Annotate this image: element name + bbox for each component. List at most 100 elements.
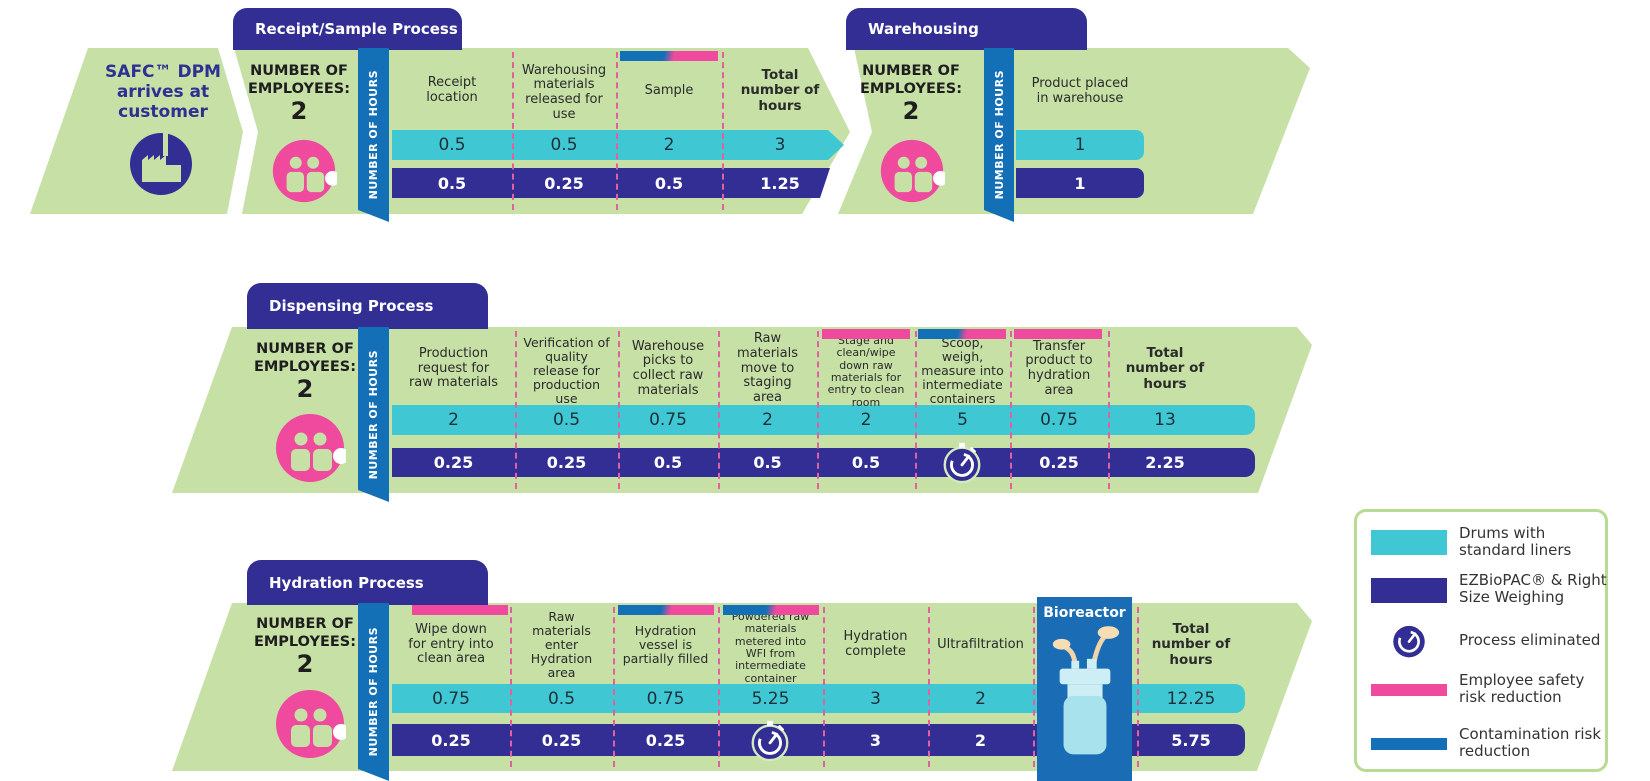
- receipt-drums-bar: [392, 130, 844, 160]
- legend-label: Drums with standard liners: [1459, 524, 1572, 560]
- legend-label: Process eliminated: [1459, 631, 1601, 649]
- stopwatch-icon: [1393, 621, 1425, 658]
- receipt-header-label: Receipt/Sample Process: [255, 20, 458, 38]
- employees-count: 2: [902, 97, 920, 126]
- column-separator: [1033, 607, 1035, 767]
- two-people-icon: [272, 139, 337, 203]
- contamination-safety-marker: [918, 329, 1006, 339]
- legend-label: Employee safety risk reduction: [1459, 671, 1585, 707]
- column-separator: [515, 331, 517, 489]
- ezbio-hours-value: 2: [974, 730, 987, 750]
- hours-axis-label: NUMBER OF HOURS: [992, 70, 1006, 200]
- process-eliminated-stopwatch-icon: [751, 720, 789, 762]
- ezbio-hours-value: 1.25: [760, 173, 800, 193]
- column-separator: [512, 52, 514, 210]
- two-people-icon: [880, 139, 945, 203]
- drums-hours-value: 3: [870, 688, 881, 709]
- warehousing-ezbio-bar: [1016, 168, 1144, 198]
- receipt-hours-axis: NUMBER OF HOURS: [358, 48, 389, 222]
- warehousing-header: Warehousing: [846, 8, 1087, 50]
- column-label: Production request for raw materials: [408, 345, 499, 391]
- hours-axis-label: NUMBER OF HOURS: [367, 70, 380, 200]
- column-separator: [616, 52, 618, 210]
- ezbio-hours-value: 0.25: [544, 173, 584, 193]
- two-people-icon: [276, 414, 346, 482]
- dispensing-drums-bar: [392, 405, 1255, 435]
- drums-hours-value: 2: [975, 688, 986, 709]
- hydration-employees: NUMBER OF EMPLOYEES: 2: [235, 615, 375, 678]
- legend: Drums with standard liners EZBioPAC® & R…: [1354, 509, 1608, 772]
- column-label: Wipe down for entry into clean area: [408, 621, 494, 667]
- column-label-total: Total number of hours: [1125, 345, 1205, 392]
- column-separator: [1108, 331, 1110, 489]
- two-people-icon: [276, 690, 346, 758]
- ezbio-hours-value: 0.25: [546, 453, 587, 472]
- ezbio-hours-value: 0.5: [753, 453, 782, 472]
- bioreactor-station: Bioreactor: [1037, 597, 1132, 781]
- safety-marker: [412, 605, 508, 615]
- drums-hours-value: 0.5: [552, 410, 581, 430]
- dispensing-ezbio-bar: [392, 448, 1255, 477]
- bioreactor-vessel-icon: [1052, 626, 1119, 755]
- column-label: Ultrafiltration: [937, 636, 1024, 652]
- contamination-safety-marker: [723, 605, 819, 615]
- dispensing-header: Dispensing Process: [247, 283, 488, 329]
- drums-hours-value: 0.5: [438, 135, 466, 155]
- ezbio-hours-value: 1: [1074, 173, 1086, 193]
- column-label: Product placed in warehouse: [1031, 76, 1129, 106]
- column-separator: [1137, 607, 1139, 767]
- safety-marker: [822, 329, 910, 339]
- factory-icon: [130, 133, 192, 195]
- contamination-swatch: [1371, 738, 1447, 750]
- employees-count: 2: [296, 650, 314, 679]
- hours-axis-label: NUMBER OF HOURS: [367, 349, 380, 480]
- drums-hours-value: 5.25: [751, 688, 790, 709]
- column-label: Stage and clean/wipe down raw materials …: [827, 333, 905, 409]
- column-label: Hydration vessel is partially filled: [622, 622, 709, 667]
- dispensing-hours-axis: NUMBER OF HOURS: [358, 327, 389, 502]
- legend-label: Contamination risk reduction: [1459, 725, 1602, 761]
- employees-count: 2: [290, 97, 308, 126]
- column-separator: [613, 607, 615, 767]
- employees-count: 2: [296, 375, 314, 404]
- ezbio-hours-value: 0.25: [1039, 453, 1079, 472]
- column-label: Raw materials enter Hydration area: [530, 608, 593, 681]
- column-label: Receipt location: [426, 75, 478, 105]
- receipt-header: Receipt/Sample Process: [233, 8, 462, 50]
- column-label: Transfer product to hydration area: [1025, 338, 1093, 398]
- drums-hours-value: 0.5: [550, 135, 578, 155]
- intro-title: SAFC™ DPM arrives at customer: [105, 62, 221, 123]
- column-label-total: Total number of hours: [740, 67, 820, 114]
- column-separator: [722, 52, 724, 210]
- warehousing-hours-axis: NUMBER OF HOURS: [984, 48, 1014, 222]
- column-separator: [823, 607, 825, 767]
- drums-hours-value: 2: [762, 410, 773, 430]
- safety-marker: [1014, 329, 1102, 339]
- hydration-hours-axis: NUMBER OF HOURS: [358, 603, 389, 781]
- contamination-safety-marker: [618, 605, 714, 615]
- drums-hours-value: 0.75: [649, 410, 687, 430]
- employees-label: NUMBER OF EMPLOYEES:: [253, 341, 357, 376]
- ezbiopac-swatch: [1371, 578, 1447, 603]
- receipt-employees: NUMBER OF EMPLOYEES: 2: [238, 62, 360, 125]
- column-label: Warehouse picks to collect raw materials: [631, 338, 705, 398]
- employees-label: NUMBER OF EMPLOYEES:: [253, 616, 357, 651]
- column-label-total: Total number of hours: [1151, 621, 1231, 668]
- receipt-ezbio-bar: [392, 168, 830, 198]
- ezbio-hours-value: 0.5: [654, 173, 684, 193]
- warehousing-employees: NUMBER OF EMPLOYEES: 2: [846, 62, 976, 125]
- hours-axis-label: NUMBER OF HOURS: [367, 627, 380, 757]
- column-separator: [618, 331, 620, 489]
- column-separator: [510, 607, 512, 767]
- column-separator: [1010, 331, 1012, 489]
- drums-hours-value: 0.75: [432, 688, 470, 709]
- column-separator: [718, 607, 720, 767]
- drums-hours-value: 0.75: [1040, 410, 1078, 430]
- drums-hours-value: 12.25: [1166, 688, 1216, 709]
- employees-label: NUMBER OF EMPLOYEES:: [859, 63, 963, 98]
- ezbio-hours-value: 0.5: [851, 453, 881, 472]
- column-separator: [718, 331, 720, 489]
- drums-hours-value: 13: [1154, 410, 1176, 430]
- hydration-header: Hydration Process: [247, 560, 488, 605]
